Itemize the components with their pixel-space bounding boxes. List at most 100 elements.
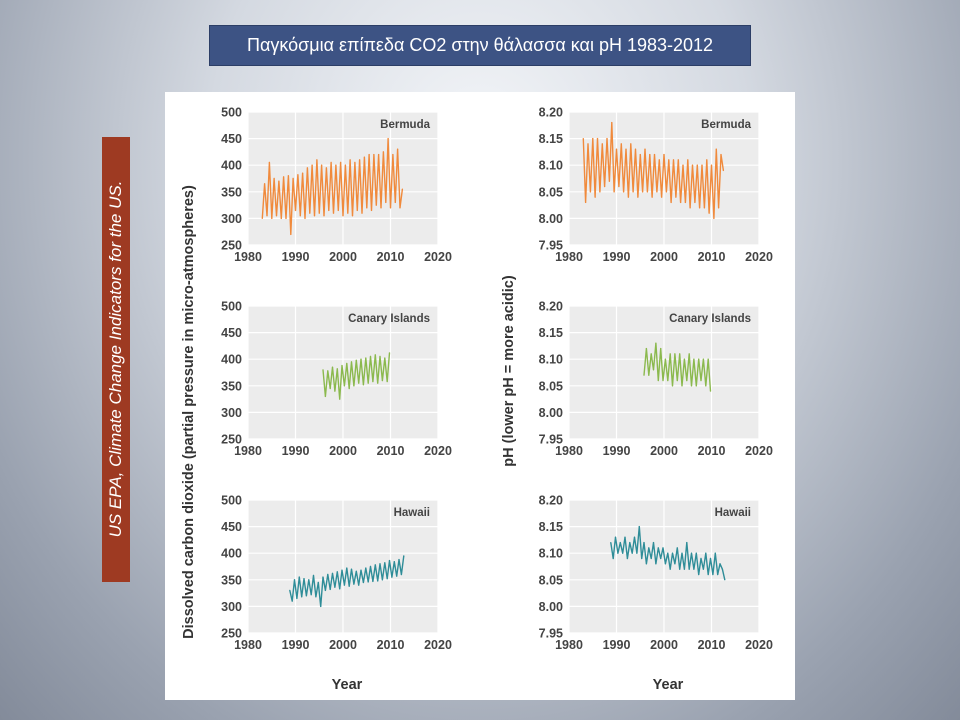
ph-bermuda-data-point: [620, 143, 622, 145]
ph-canary-data-point: [660, 348, 662, 350]
co2-canary-data-point: [334, 390, 336, 392]
ph-hawaii-data-point: [631, 552, 633, 554]
co2-bermuda-data-point: [378, 154, 380, 156]
ph-hawaii-data-point: [624, 536, 626, 538]
ph-bermuda-x-tick-label: 2020: [745, 250, 773, 264]
co2-hawaii-data-point: [293, 579, 296, 581]
co2-hawaii-data-point: [310, 594, 312, 596]
ph-canary-data-point: [688, 353, 690, 355]
co2-bermuda-data-point: [297, 174, 299, 176]
co2-canary-data-point: [358, 382, 360, 384]
ph-hawaii-data-point: [643, 542, 645, 544]
co2-bermuda-data-point: [280, 217, 282, 219]
co2-hawaii-data-point: [365, 567, 367, 569]
ph-hawaii-y-tick-label: 8.15: [539, 520, 563, 534]
ph-hawaii-data-point: [705, 552, 707, 554]
co2-hawaii-location-label: Hawaii: [394, 507, 430, 519]
ph-hawaii-data-point: [629, 542, 631, 544]
ph-canary-data-point: [702, 358, 705, 360]
ph-canary-data-point: [664, 358, 666, 360]
ph-bermuda-data-point: [718, 207, 720, 209]
ph-canary-data-point: [690, 385, 693, 387]
co2-bermuda-data-point: [318, 212, 320, 214]
co2-canary-y-tick-label: 350: [221, 379, 242, 393]
ph-bermuda-data-point: [706, 159, 708, 161]
co2-hawaii-data-point: [324, 589, 326, 591]
ph-canary-data-point: [657, 379, 659, 382]
ph-x-axis-label: Year: [653, 677, 684, 693]
ph-bermuda-data-point: [639, 154, 641, 156]
co2-bermuda-data-point: [342, 215, 344, 217]
ph-canary-data-point: [674, 353, 676, 355]
ph-bermuda-data-point: [668, 159, 670, 161]
co2-bermuda-data-point: [366, 207, 368, 209]
co2-canary-data-point: [331, 366, 334, 368]
co2-bermuda-data-point: [354, 161, 356, 164]
ph-canary-data-point: [643, 374, 645, 376]
co2-hawaii-data-point: [336, 571, 338, 573]
co2-bermuda-x-tick-label: 1980: [234, 250, 262, 264]
co2-canary-data-point: [355, 359, 357, 361]
co2-hawaii-data-point: [367, 581, 369, 583]
co2-hawaii-data-point: [393, 561, 395, 563]
co2-bermuda-data-point: [332, 212, 335, 214]
co2-bermuda-y-tick-label: 400: [221, 159, 242, 173]
co2-hawaii-data-point: [305, 595, 307, 597]
ph-canary-data-point: [669, 353, 671, 355]
ph-hawaii-data-point: [660, 557, 662, 560]
co2-bermuda-data-point: [359, 159, 361, 161]
ph-bermuda-data-point: [592, 138, 594, 140]
ph-canary-y-tick-label: 8.00: [539, 406, 563, 420]
ph-bermuda-data-point: [722, 169, 725, 172]
ph-bermuda-data-point: [696, 164, 698, 166]
ph-hawaii-data-point: [652, 542, 655, 544]
co2-hawaii-data-point: [398, 559, 400, 561]
ph-hawaii-data-point: [657, 547, 659, 549]
ph-bermuda-data-point: [637, 196, 639, 198]
co2-bermuda-data-point: [340, 161, 342, 164]
ph-canary-y-tick-label: 8.15: [539, 326, 563, 340]
charts-svg: Dissolved carbon dioxide (partial pressu…: [181, 106, 773, 694]
ph-hawaii-data-point: [614, 536, 617, 538]
ph-bermuda-location-label: Bermuda: [701, 119, 751, 131]
co2-bermuda-data-point: [311, 164, 313, 166]
ph-hawaii-data-point: [707, 573, 709, 576]
co2-hawaii-data-point: [346, 567, 348, 569]
ph-bermuda-data-point: [703, 207, 706, 209]
co2-bermuda-data-point: [261, 217, 263, 219]
co2-hawaii-data-point: [388, 560, 391, 562]
co2-bermuda-data-point: [356, 209, 358, 211]
co2-canary-x-tick-label: 1990: [282, 444, 310, 458]
co2-hawaii-data-point: [379, 563, 381, 565]
co2-bermuda-data-point: [349, 159, 351, 161]
ph-bermuda-data-point: [613, 191, 615, 193]
ph-hawaii-y-tick-label: 7.95: [539, 627, 563, 641]
co2-hawaii-data-point: [327, 573, 329, 576]
ph-hawaii-data-point: [709, 557, 712, 560]
ph-hawaii-data-point: [648, 547, 650, 549]
ph-bermuda-data-point: [623, 191, 625, 193]
source-label: US EPA, Climate Change Indicators for th…: [106, 180, 125, 538]
ph-bermuda-data-point: [599, 191, 601, 193]
co2-hawaii-x-tick-label: 2000: [329, 638, 357, 652]
ph-hawaii-x-tick-label: 1990: [603, 638, 631, 652]
co2-bermuda-data-point: [323, 215, 325, 217]
ph-bermuda-data-point: [632, 191, 634, 193]
co2-hawaii-data-point: [369, 565, 372, 568]
co2-bermuda-data-point: [275, 215, 278, 217]
co2-bermuda-data-point: [266, 215, 268, 217]
co2-hawaii-y-tick-label: 300: [221, 600, 242, 614]
co2-bermuda-data-point: [330, 161, 332, 164]
co2-hawaii-y-tick-label: 400: [221, 547, 242, 561]
ph-hawaii-data-point: [626, 557, 628, 560]
ph-bermuda-data-point: [587, 143, 589, 145]
ph-bermuda-data-point: [594, 196, 596, 198]
ph-hawaii-data-point: [674, 563, 676, 565]
co2-bermuda-data-point: [361, 212, 363, 214]
ph-hawaii-data-point: [676, 547, 678, 549]
co2-hawaii-data-point: [381, 579, 383, 581]
ph-canary-location-label: Canary Islands: [669, 313, 751, 325]
ph-bermuda-data-point: [649, 154, 651, 156]
ph-hawaii-data-point: [681, 552, 683, 554]
ph-canary-data-point: [700, 379, 702, 382]
